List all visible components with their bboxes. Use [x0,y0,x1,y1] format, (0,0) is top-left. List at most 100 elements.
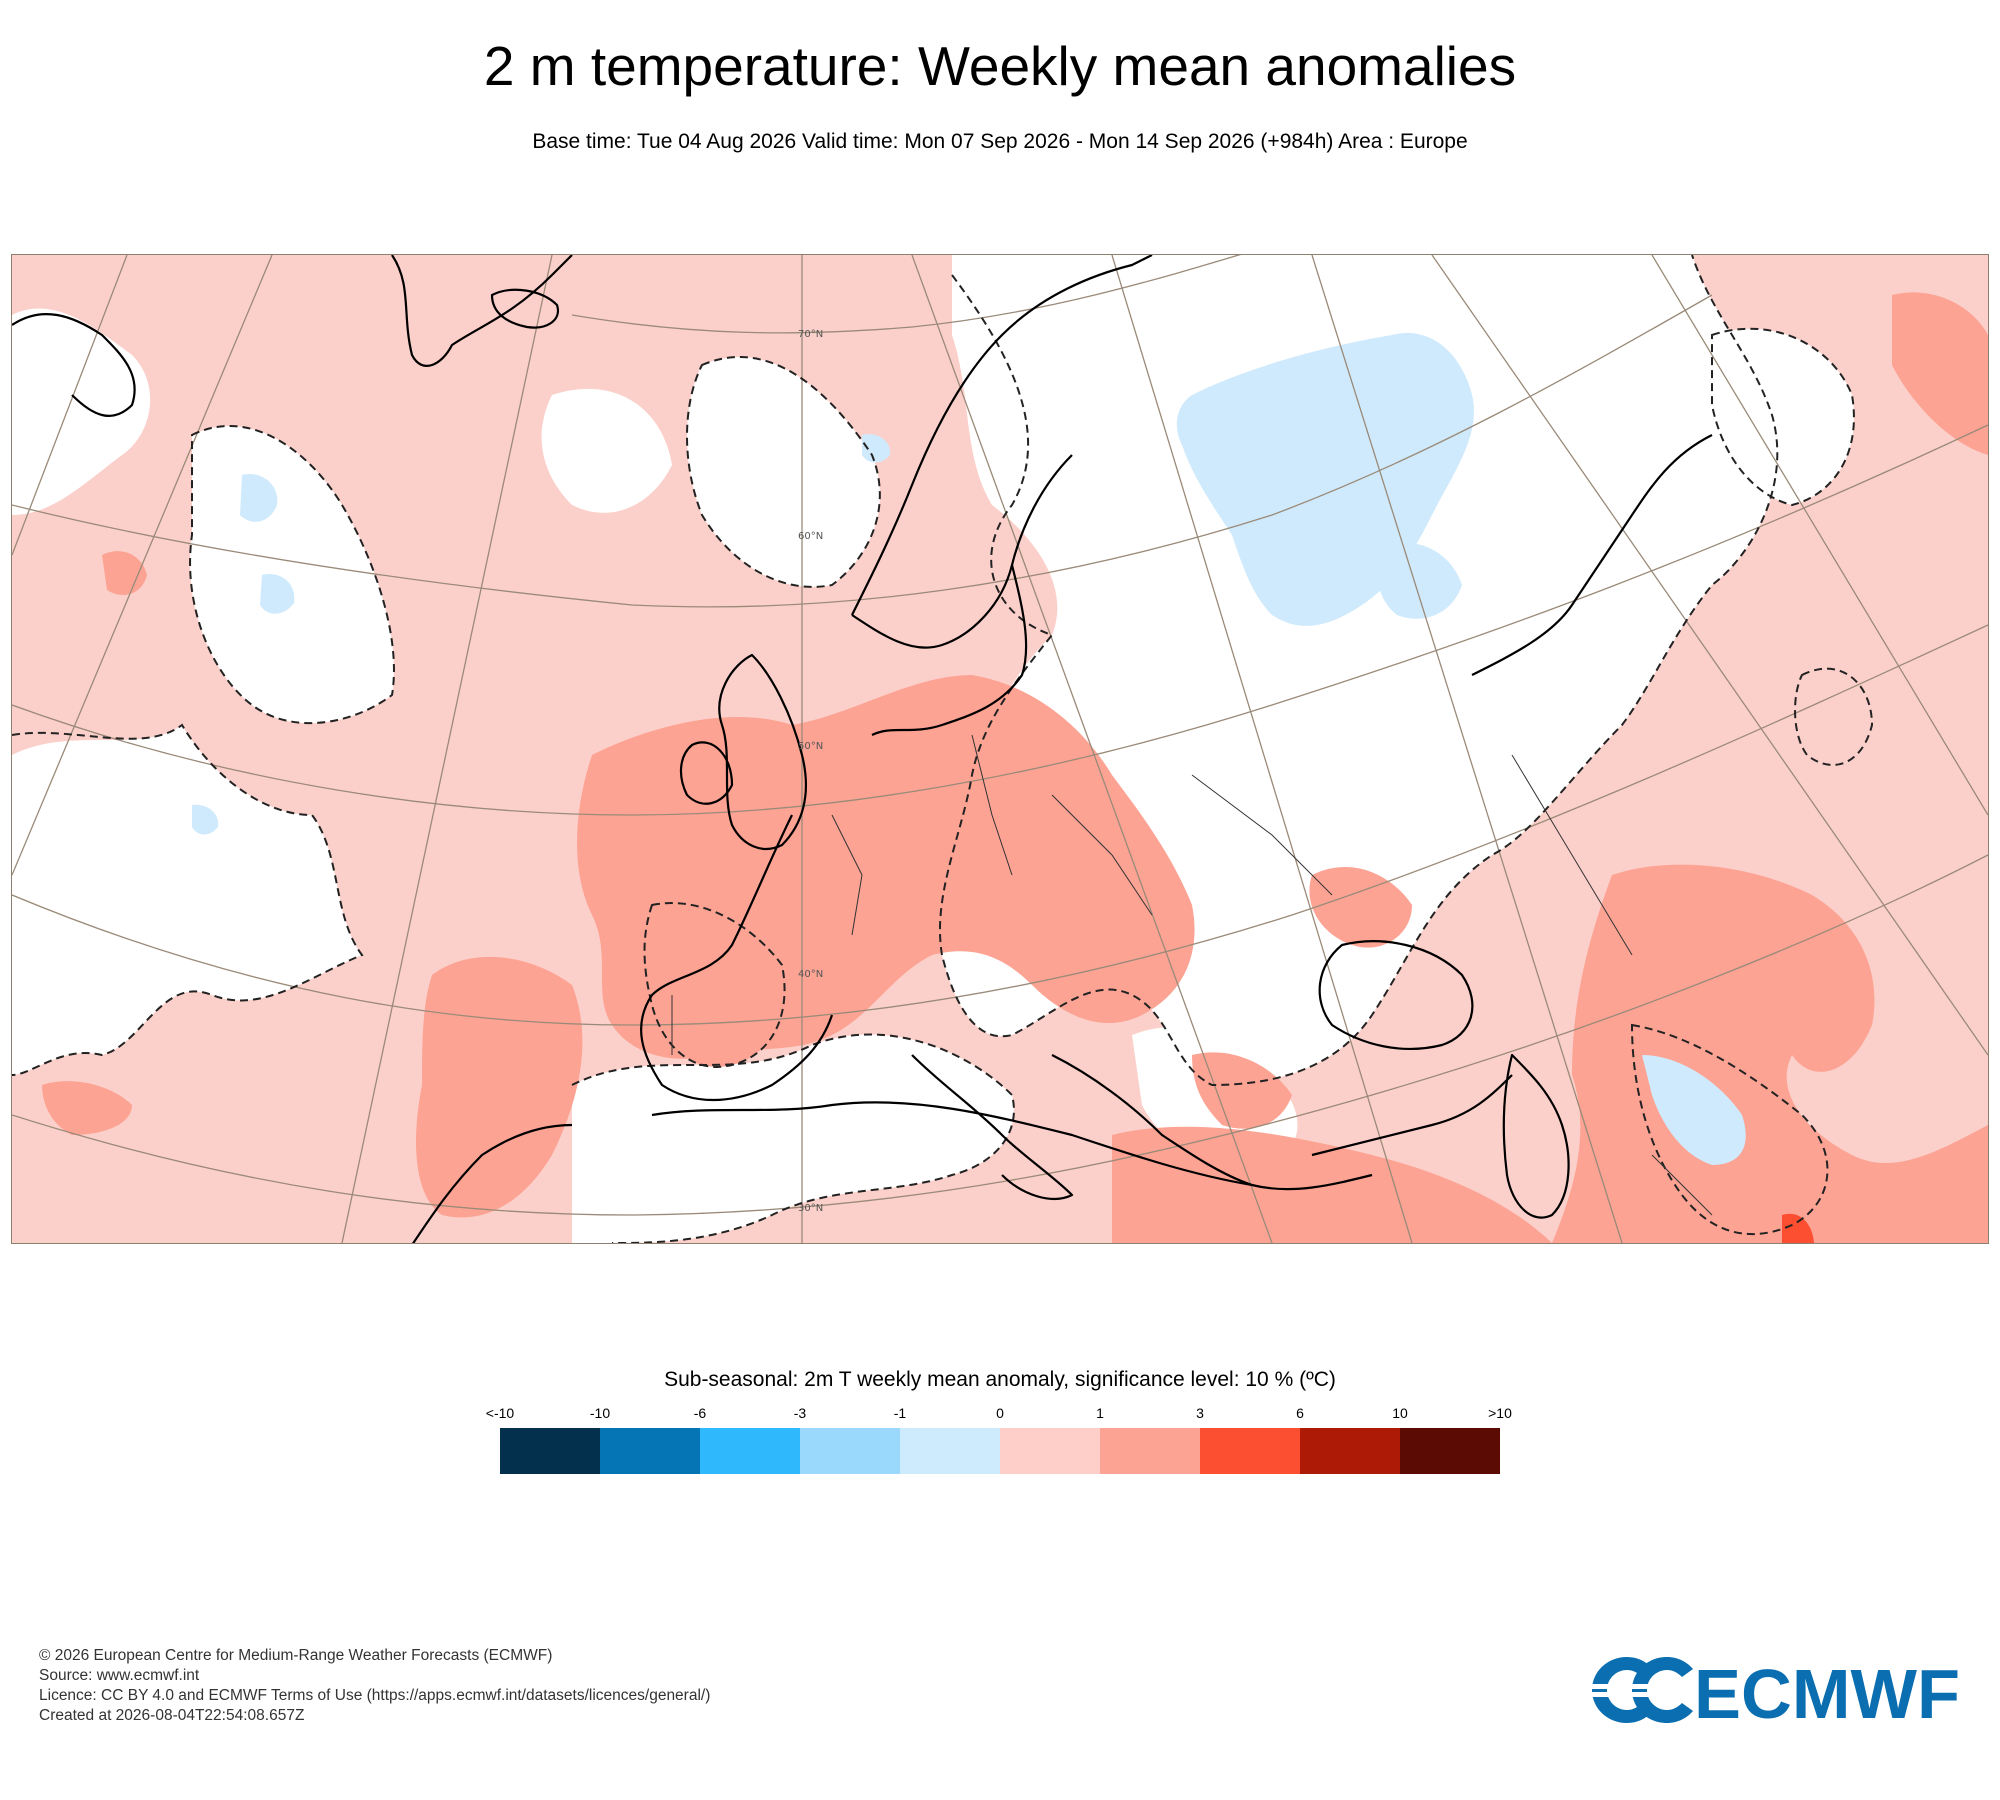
border-ukraine-russia [1191,774,1333,896]
meridian-50 [1651,255,1988,816]
coast-north-africa-west [412,1123,573,1243]
coast-france-atlantic [640,814,834,1101]
credits: © 2026 European Centre for Medium-Range … [39,1646,710,1726]
coast-italy [911,1054,1074,1200]
legend-swatch [1300,1428,1400,1474]
cool-region-caspian [1642,1055,1746,1165]
cool-region-irminger-2 [260,574,295,614]
legend-swatch [900,1428,1000,1474]
source-text: Source: www.ecmwf.int [39,1667,200,1684]
meridian-30 [1311,255,1623,1243]
legend-tick: -3 [793,1405,807,1421]
border-russia-kazakhstan [1511,754,1633,956]
coast-baltic [871,564,1028,736]
parallel-60 [12,294,1713,608]
coast-caspian-sea [1502,1053,1570,1219]
significance-contours [12,255,1874,1243]
coast-russia-arctic [1471,434,1713,676]
legend-tick: -6 [693,1405,707,1421]
coast-balkans [1051,1054,1373,1191]
lat-label-70: 70°N [798,329,823,340]
meridian-20 [1111,255,1413,1243]
contour-urals [1711,327,1855,507]
legend-tick: >10 [1488,1405,1512,1421]
legend-swatch [600,1428,700,1474]
created-text: Created at 2026-08-04T22:54:08.657Z [39,1707,305,1724]
coast-ireland [679,741,734,805]
strong-warm-region-arabia [1782,1213,1814,1243]
chart-subtitle: Base time: Tue 04 Aug 2026 Valid time: M… [532,130,1468,153]
legend-tick: 6 [1296,1405,1304,1421]
neutral-region-iceland-east [541,388,672,513]
legend-tick: 0 [996,1405,1004,1421]
legend-tick: -10 [589,1405,611,1421]
legend-swatch [1100,1428,1200,1474]
coast-uk [718,653,808,850]
neutral-region-urals [1712,328,1854,505]
legend-swatch [800,1428,900,1474]
meridian-10 [911,255,1273,1243]
ecmwf-logo: ECMWF [1590,1655,1965,1733]
neutral-region-west-atlantic [12,725,362,1075]
meridian-m30 [12,255,273,876]
parallel-50 [12,424,1988,816]
contour-atlantic-west [12,723,364,1076]
coast-mediterranean-south [651,1101,1253,1187]
meridian-40 [1431,255,1988,1056]
cool-region-norway-sea [862,434,891,463]
contour-scandinavia [686,356,881,588]
warm-region-black-sea-north [1309,866,1412,948]
coast-iceland [490,288,560,329]
copyright-text: © 2026 European Centre for Medium-Range … [39,1647,553,1664]
contour-caspian [1630,1023,1829,1236]
border-poland-ukraine [1051,794,1153,916]
parallel-70 [571,255,1242,334]
contour-iberia [643,902,786,1068]
licence-text: Licence: CC BY 4.0 and ECMWF Terms of Us… [39,1687,711,1704]
warm-region-greece [1192,1052,1292,1129]
coast-turkey [1311,1074,1513,1157]
neutral-region-scandinavia-ocean [687,357,880,587]
lat-label-40: 40°N [798,969,823,980]
meridian-m20 [12,255,128,556]
warm-region-mid-atlantic-north [102,551,147,595]
ecmwf-logo-graphic: ECMWF [1590,1655,1960,1733]
legend-title: Sub-seasonal: 2m T weekly mean anomaly, … [664,1368,1336,1391]
anomaly-map[interactable]: 70°N 60°N 50°N 40°N 30°N [11,254,1989,1244]
border-germany-poland [971,734,1013,876]
legend-colorbar [500,1428,1500,1474]
parallel-40 [12,624,1988,1026]
coast-greenland-east [391,255,573,367]
legend-tick: -1 [893,1405,907,1421]
legend-ticks: <-10 -10 -6 -3 -1 0 1 3 6 10 >10 [486,1405,1512,1425]
coastlines [12,255,1713,1243]
contour-irminger [189,424,395,725]
legend-tick: <-10 [485,1405,515,1421]
legend-swatch [1000,1428,1100,1474]
cool-region-irminger-1 [240,474,278,522]
coast-greenland [12,313,136,417]
cool-region-russia-south [1377,542,1462,619]
legend-swatch [1400,1428,1500,1474]
border-iran-iraq [1651,1154,1713,1216]
legend-swatch [500,1428,600,1474]
legend-tick: 1 [1096,1405,1104,1421]
warm-region-middle-east [1552,864,1988,1243]
warm-regions [42,292,1988,1243]
chart-title: 2 m temperature: Weekly mean anomalies [483,35,1517,97]
border-france-germany [831,814,863,936]
country-borders [671,734,1713,1216]
cool-region-atlantic [192,804,219,835]
ecmwf-logo-text: ECMWF [1694,1655,1960,1725]
lat-label-30: 30°N [798,1203,823,1214]
warm-region-iberia [644,903,785,1067]
legend-tick: 10 [1392,1405,1408,1421]
contour-russia [938,255,1779,1087]
meridian-m10 [341,255,553,1243]
warm-region-northeast-coast [1892,292,1988,455]
legend-swatch [1200,1428,1300,1474]
strong-warm-regions [1782,1213,1814,1243]
lat-label-60: 60°N [798,531,823,542]
graticule [12,255,1988,1243]
cool-regions [192,333,1746,1165]
